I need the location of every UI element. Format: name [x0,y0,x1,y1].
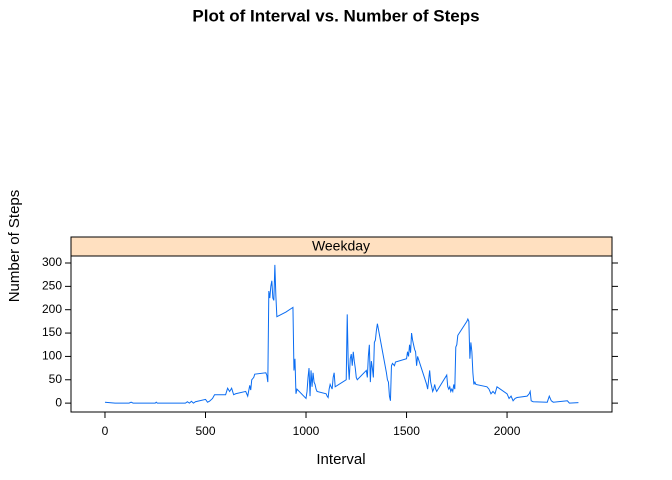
strip-label: Weekday [312,238,370,254]
x-tick-label: 500 [195,424,215,438]
chart-title: Plot of Interval vs. Number of Steps [192,6,479,25]
y-tick-label: 150 [42,325,62,339]
y-tick-label: 50 [49,372,63,386]
data-line [104,264,579,404]
x-axis-label: Interval [316,451,365,468]
x-tick-label: 1000 [293,424,320,438]
y-tick-label: 200 [42,302,62,316]
y-tick-label: 250 [42,279,62,293]
y-tick-label: 100 [42,349,62,363]
x-tick-label: 2000 [494,424,521,438]
y-axis-label: Number of Steps [6,190,23,303]
panel [70,255,613,413]
x-tick-label: 1500 [393,424,420,438]
y-tick-label: 0 [55,395,62,409]
x-tick-label: 0 [102,424,109,438]
y-tick-label: 300 [42,255,62,269]
